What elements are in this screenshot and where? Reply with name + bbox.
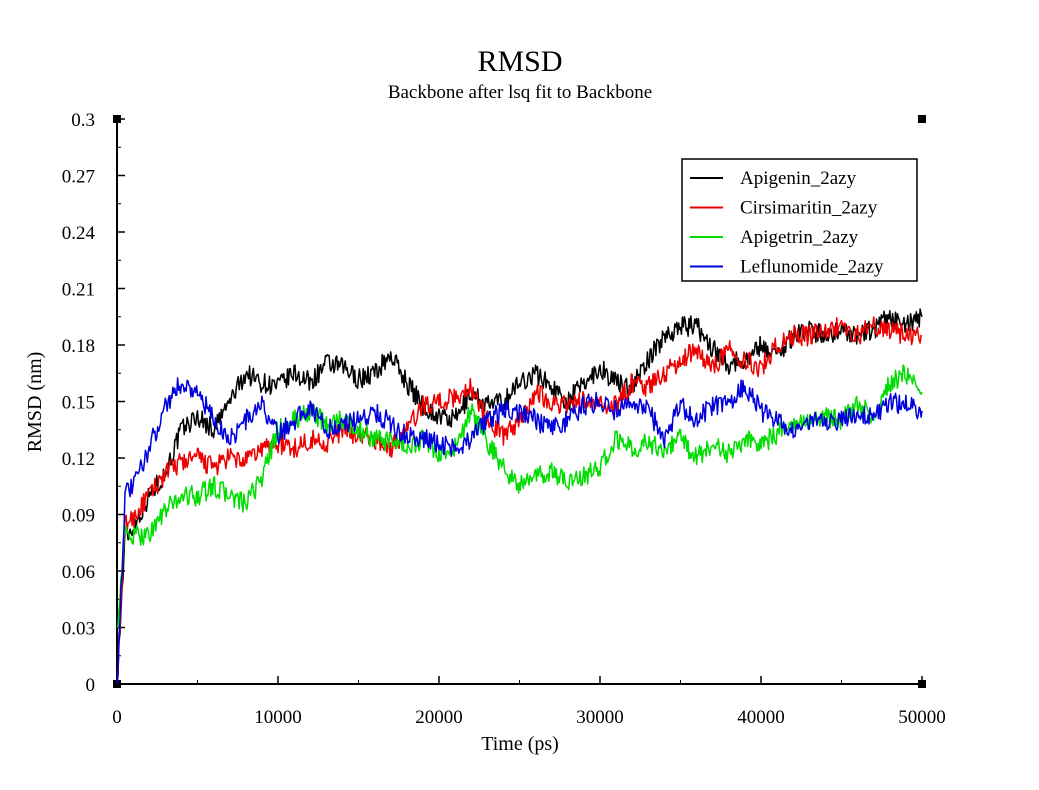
y-tick-label: 0.27 bbox=[62, 167, 95, 188]
x-tick-label: 50000 bbox=[898, 707, 946, 728]
series-line-apigetrin-2azy bbox=[116, 364, 923, 628]
y-tick-label: 0.18 bbox=[62, 336, 95, 357]
series-lines bbox=[116, 308, 923, 685]
y-tick-label: 0.21 bbox=[62, 280, 95, 301]
y-tick-label: 0.09 bbox=[62, 506, 95, 527]
legend-entry: Apigetrin_2azy bbox=[740, 227, 859, 248]
chart-title: RMSD bbox=[477, 45, 562, 78]
y-tick-label: 0.06 bbox=[62, 562, 95, 583]
y-axis-label: RMSD (nm) bbox=[24, 352, 46, 453]
x-tick-label: 0 bbox=[112, 707, 122, 728]
legend-entry: Leflunomide_2azy bbox=[740, 257, 884, 278]
y-axis-ticks: 0 0.03 0.06 0.09 0.12 0.15 0.18 0.21 0.24 0.27 0.3 bbox=[62, 110, 125, 696]
x-tick-label: 30000 bbox=[576, 707, 624, 728]
y-tick-label: 0 bbox=[86, 675, 96, 696]
x-tick-label: 20000 bbox=[415, 707, 463, 728]
legend: Apigenin_2azy Cirsimaritin_2azy Apigetrin_… bbox=[681, 158, 918, 282]
y-tick-label: 0.24 bbox=[62, 223, 96, 244]
legend-box bbox=[681, 158, 918, 282]
chart-subtitle: Backbone after lsq fit to Backbone bbox=[388, 82, 652, 103]
x-axis-ticks: 0 10000 20000 30000 40000 50000 bbox=[112, 676, 946, 728]
x-axis-label: Time (ps) bbox=[481, 733, 559, 755]
y-tick-label: 0.12 bbox=[62, 449, 95, 470]
series-line-cirsimaritin-2azy bbox=[116, 316, 922, 685]
legend-entry: Cirsimaritin_2azy bbox=[740, 198, 878, 219]
x-tick-label: 10000 bbox=[254, 707, 302, 728]
legend-entry: Apigenin_2azy bbox=[740, 168, 857, 189]
y-tick-label: 0.03 bbox=[62, 619, 95, 640]
x-tick-label: 40000 bbox=[737, 707, 785, 728]
corner-marker bbox=[918, 115, 926, 123]
y-tick-label: 0.15 bbox=[62, 393, 95, 414]
y-tick-label: 0.3 bbox=[71, 110, 95, 131]
series-line-leflunomide-2azy bbox=[116, 377, 923, 685]
